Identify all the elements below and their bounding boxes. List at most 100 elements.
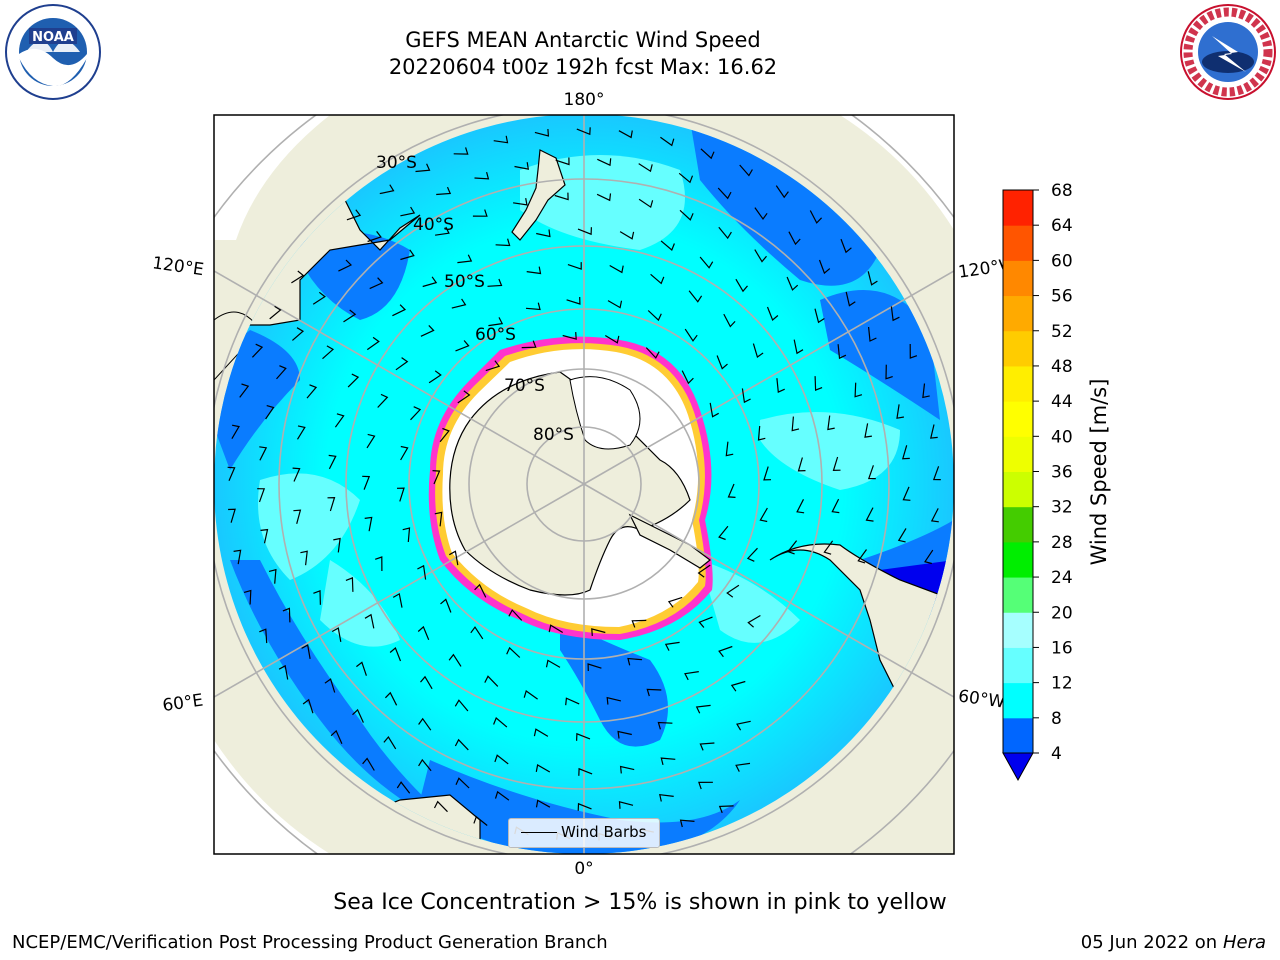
wind-barb (432, 470, 441, 485)
wind-barb (754, 207, 768, 221)
wind-barb (796, 499, 805, 514)
wind-barb (578, 767, 593, 776)
wind-barb (735, 762, 751, 772)
wind-barb (292, 327, 305, 341)
wind-barb (347, 373, 360, 388)
wind-barb (718, 525, 729, 541)
wind-barb (698, 781, 713, 790)
wind-barb (369, 277, 384, 290)
wind-barb (545, 659, 561, 668)
wind-barb (660, 136, 675, 147)
map-area (214, 115, 954, 854)
colorbar-tick-label: 16 (1051, 638, 1073, 658)
wind-barb (930, 424, 938, 439)
wind-barb (814, 376, 823, 391)
wind-barb (296, 425, 306, 440)
wind-barb (494, 754, 509, 765)
wind-barb (392, 592, 403, 608)
wind-barb (699, 256, 714, 269)
wind-barb (495, 238, 511, 247)
colorbar-segment (1003, 717, 1033, 754)
wind-barb (832, 456, 841, 472)
wind-barb (301, 644, 311, 660)
wind-barb (827, 415, 835, 431)
wind-barb (709, 402, 719, 418)
wind-barb (566, 296, 581, 305)
wind-barb (282, 607, 291, 623)
legend: Wind Barbs (508, 818, 660, 848)
wind-barb (422, 276, 438, 288)
wind-barb (389, 646, 402, 662)
colorbar-tick-label: 24 (1051, 568, 1073, 588)
wind-barb (239, 383, 250, 398)
wind-barb (659, 794, 674, 802)
wind-barb (433, 800, 448, 813)
wind-barb (436, 186, 452, 196)
noaa-logo-text: NOAA (32, 30, 74, 45)
wind-barb (470, 626, 484, 640)
colorbar-segment (1003, 436, 1033, 472)
wind-barb (377, 393, 389, 408)
wind-barb (786, 276, 799, 291)
wind-barb (396, 487, 405, 502)
wind-barb (362, 757, 375, 771)
wind-barb (797, 457, 806, 472)
colorbar-segment (1003, 647, 1033, 684)
lon-label-120e: 120°E (151, 253, 205, 280)
wind-barb (379, 184, 395, 195)
wind-barb (857, 549, 867, 564)
wind-barb (650, 273, 665, 285)
wind-barb (420, 675, 433, 690)
wind-barb (867, 465, 876, 480)
wind-barb (754, 249, 767, 263)
wind-barb (346, 209, 362, 221)
colorbar-tick-label: 28 (1051, 533, 1073, 553)
wind-barb (352, 708, 364, 723)
wind-barb (868, 326, 877, 342)
wind-barb (534, 128, 550, 137)
wind-barb (723, 313, 736, 328)
wind-barb (366, 336, 380, 351)
colorbar-tick-label: 12 (1051, 674, 1073, 694)
wind-barb (420, 324, 435, 337)
wind-barb (455, 340, 470, 352)
wind-barb (521, 340, 537, 349)
wind-barb (548, 624, 564, 634)
footer-date: 05 Jun 2022 on Hera (1081, 932, 1266, 953)
wind-barb (809, 210, 823, 224)
wind-barb (402, 527, 411, 543)
wind-barb (840, 238, 852, 254)
colorbar-tick-label: 44 (1051, 392, 1073, 412)
wind-barb (776, 378, 785, 393)
wind-barb (300, 550, 308, 566)
colorbar-label: Wind Speed [m/s] (1087, 379, 1111, 566)
wind-barb (485, 360, 501, 372)
wind-barb (718, 226, 732, 240)
colorbar-tick-label: 32 (1051, 498, 1073, 518)
wind-barb (276, 365, 287, 380)
colorbar-tick-label: 8 (1051, 709, 1062, 729)
colorbar-segment (1003, 330, 1033, 367)
wind-barb (488, 317, 504, 327)
wind-barb (647, 310, 662, 322)
wind-barb (897, 528, 907, 543)
wind-barb (260, 528, 269, 544)
wind-barb (454, 738, 469, 751)
wind-barb (265, 405, 275, 420)
wind-barb (660, 240, 675, 251)
wind-barb (251, 343, 264, 358)
wind-barb (718, 805, 734, 814)
wind-barb (306, 384, 318, 399)
wind-barb (823, 540, 834, 555)
footer-machine: Hera (1222, 932, 1266, 953)
noaa-logo: NOAA (5, 4, 101, 100)
wind-barb (392, 304, 407, 317)
colorbar-under-arrow (1002, 752, 1034, 782)
legend-entry-wind-barbs: Wind Barbs (561, 823, 647, 841)
wind-barb (831, 498, 840, 514)
wind-barb (660, 757, 676, 766)
wind-barb (791, 416, 800, 432)
wind-barb (763, 466, 772, 481)
wind-barb (717, 187, 732, 200)
